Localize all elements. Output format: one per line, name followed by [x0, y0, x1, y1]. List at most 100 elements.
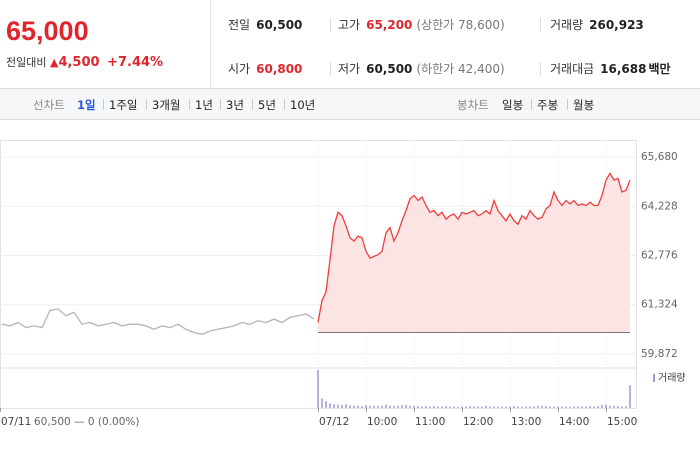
period-tab[interactable]: 5년: [258, 98, 276, 112]
up-arrow: ▲: [49, 56, 59, 69]
x-tick-label: 10:00: [367, 416, 397, 428]
stat-label: 거래량: [550, 18, 584, 32]
volume-bar: [517, 406, 519, 408]
stat-label: 시가: [228, 62, 251, 76]
volume-bar: [621, 406, 623, 408]
volume-bar: [613, 406, 615, 408]
tab-group-label: 봉차트: [457, 98, 489, 112]
volume-bar: [501, 406, 503, 408]
volume-bar: [553, 406, 555, 408]
candle-tab[interactable]: 주봉: [537, 98, 559, 112]
volume-bar: [441, 406, 443, 408]
volume-bar: [481, 406, 483, 408]
tab-divider: [146, 99, 147, 110]
volume-bar: [437, 406, 439, 408]
stat-value: 260,923: [589, 18, 644, 32]
period-tab[interactable]: 1년: [195, 98, 213, 112]
volume-bar: [605, 404, 607, 408]
volume-bar: [365, 405, 367, 408]
price-line: [1, 308, 315, 335]
volume-bar: [469, 406, 471, 408]
volume-bar: [369, 405, 371, 408]
stat-value: 60,500: [256, 18, 303, 32]
stat-value: 60,500: [366, 62, 413, 76]
volume-bar: [385, 404, 387, 408]
volume-bar: [529, 406, 531, 408]
period-tab[interactable]: 1일: [77, 98, 96, 112]
x-tick-label: 14:00: [559, 416, 589, 428]
volume-bar: [361, 406, 363, 408]
stat-note: (하한가 42,400): [416, 62, 505, 76]
y-tick-label: 65,680: [641, 151, 678, 163]
tab-divider: [252, 99, 253, 110]
y-tick-label: 62,776: [641, 250, 678, 262]
stat-note: (상한가 78,600): [416, 18, 505, 32]
tab-divider: [284, 99, 285, 110]
volume-bar: [373, 406, 375, 408]
y-tick-label: 59,872: [641, 348, 678, 360]
stat-label: 저가: [338, 62, 361, 76]
tab-divider: [103, 99, 104, 110]
volume-bar: [493, 406, 495, 408]
volume-bar: [489, 406, 491, 408]
area: [318, 173, 630, 333]
separator: [540, 18, 541, 32]
volume-bar: [545, 406, 547, 408]
volume-bar: [513, 406, 515, 408]
volume-bar: [593, 406, 595, 408]
volume-bar: [457, 406, 459, 408]
reference-label: 60,500 — 0 (0.00%): [34, 416, 139, 428]
volume-bar: [413, 406, 415, 408]
separator: [540, 62, 541, 76]
volume-bar: [445, 406, 447, 408]
change-rate: +7.44%: [107, 55, 164, 70]
volume-bar: [609, 405, 611, 408]
volume-bar: [429, 406, 431, 408]
volume-bar: [349, 405, 351, 408]
period-tab[interactable]: 3개월: [152, 98, 181, 112]
tab-divider: [567, 99, 568, 110]
stat: 고가 65,200 (상한가 78,600): [338, 16, 505, 33]
change: ▲4,500: [50, 55, 100, 70]
volume-bar: [393, 406, 395, 408]
candle-tab[interactable]: 월봉: [573, 98, 595, 112]
volume-bar: [477, 406, 479, 408]
change-line: 전일대비 ▲4,500 +7.44%: [6, 54, 163, 70]
separator: [330, 18, 331, 32]
volume-bar: [389, 405, 391, 408]
current-price: 65,000: [6, 16, 89, 46]
volume-bar: [317, 370, 319, 408]
stat: 전일 60,500: [228, 16, 302, 33]
stat: 거래량 260,923: [550, 16, 644, 33]
volume-bar: [581, 406, 583, 408]
stat-label: 거래대금: [550, 62, 595, 76]
volume-bar: [625, 406, 627, 408]
volume-bar: [453, 406, 455, 408]
volume-bar: [409, 405, 411, 408]
candle-tab[interactable]: 일봉: [502, 98, 524, 112]
volume-bar: [425, 406, 427, 408]
volume-bar: [561, 406, 563, 408]
volume-bar: [417, 406, 419, 408]
volume-bar: [485, 405, 487, 408]
stat-value: 65,200: [366, 18, 413, 32]
volume-bar: [449, 406, 451, 408]
volume-bar: [461, 406, 463, 408]
x-tick-label: 07/12: [319, 416, 349, 428]
volume-bar: [585, 406, 587, 408]
stat-label: 전일: [228, 18, 251, 32]
stat-value: 16,688: [600, 62, 647, 76]
stat: 시가 60,800: [228, 60, 302, 77]
volume-bar: [421, 406, 423, 408]
period-tab[interactable]: 3년: [226, 98, 244, 112]
volume-bar: [565, 406, 567, 408]
period-tab[interactable]: 1주일: [109, 98, 138, 112]
x-tick-label: 12:00: [463, 416, 493, 428]
volume-legend: 거래량: [658, 372, 686, 384]
volume-bar: [465, 406, 467, 408]
price-line: [317, 172, 631, 323]
period-tab[interactable]: 10년: [290, 98, 316, 112]
stat: 저가 60,500 (하한가 42,400): [338, 60, 505, 77]
volume-bar: [333, 404, 335, 408]
